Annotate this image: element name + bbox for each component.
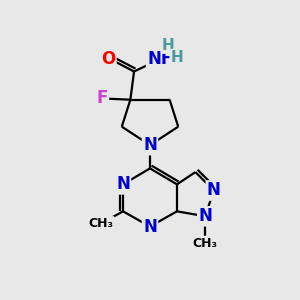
Text: H: H bbox=[162, 38, 175, 53]
Text: F: F bbox=[97, 89, 108, 107]
Text: CH₃: CH₃ bbox=[193, 237, 218, 250]
Text: N: N bbox=[207, 182, 221, 200]
Text: N: N bbox=[143, 136, 157, 154]
Text: N: N bbox=[143, 218, 157, 236]
Text: O: O bbox=[101, 50, 116, 68]
Text: NH: NH bbox=[147, 50, 175, 68]
Text: N: N bbox=[116, 176, 130, 194]
Text: N: N bbox=[198, 207, 212, 225]
Text: CH₃: CH₃ bbox=[88, 217, 113, 230]
Text: H: H bbox=[171, 50, 183, 65]
